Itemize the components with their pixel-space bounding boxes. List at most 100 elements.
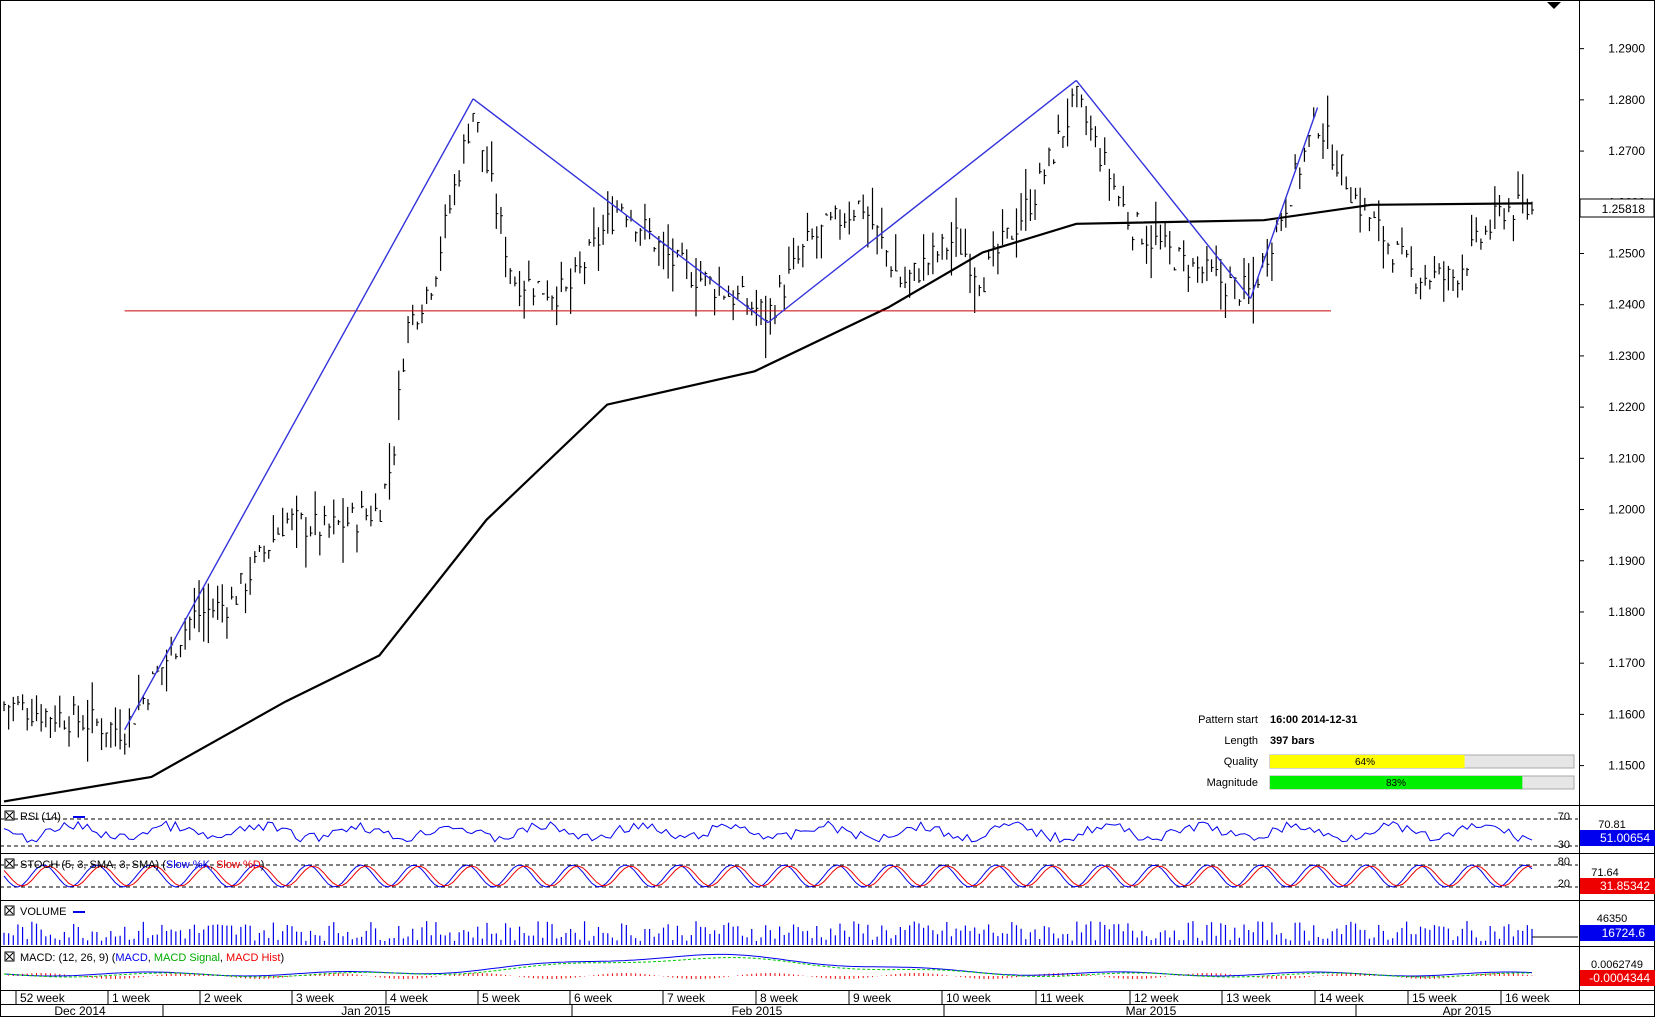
rsi-top-value: 70.81 bbox=[1598, 819, 1626, 831]
macd-signal-line bbox=[3, 956, 1533, 978]
stoch-level-80: 80 bbox=[1558, 856, 1570, 868]
week-label: 10 week bbox=[946, 991, 992, 1005]
magnitude-value: 83% bbox=[1386, 778, 1406, 789]
stoch-params: STOCH (5, 3, SMA, 3, SMA) bbox=[20, 859, 159, 871]
price-tick-label: 1.2700 bbox=[1608, 144, 1645, 158]
price-tick-label: 1.1800 bbox=[1608, 605, 1645, 619]
price-tick-label: 1.2500 bbox=[1608, 246, 1645, 260]
week-label: 16 week bbox=[1505, 991, 1551, 1005]
volume-label: VOLUME bbox=[20, 906, 66, 918]
week-label: 14 week bbox=[1319, 991, 1365, 1005]
week-label: 11 week bbox=[1040, 991, 1085, 1005]
pattern-info-box: Pattern start 16:00 2014-12-31 Length 39… bbox=[1198, 714, 1575, 790]
rsi-level-30: 30 bbox=[1558, 839, 1570, 851]
price-tick-label: 1.2000 bbox=[1608, 503, 1645, 517]
rsi-line bbox=[3, 820, 1533, 844]
rsi-label: RSI (14) bbox=[20, 811, 61, 823]
last-price-label: 1.25818 bbox=[1602, 202, 1646, 216]
volume-header: VOLUME bbox=[4, 905, 85, 918]
stoch-slow-d-label: Slow %D bbox=[216, 859, 261, 871]
macd-header: MACD: (12, 26, 9) (MACD, MACD Signal, MA… bbox=[4, 951, 284, 964]
magnitude-label: Magnitude bbox=[1207, 777, 1258, 789]
week-label: 7 week bbox=[667, 991, 706, 1005]
last-price-box bbox=[1579, 198, 1655, 218]
macd-params: MACD: (12, 26, 9) bbox=[20, 952, 109, 964]
stoch-top-value: 71.64 bbox=[1591, 867, 1619, 879]
quality-label: Quality bbox=[1224, 756, 1259, 768]
stoch-value: 31.85342 bbox=[1600, 879, 1650, 893]
week-label: 3 week bbox=[296, 991, 335, 1005]
price-tick-label: 1.1600 bbox=[1608, 707, 1645, 721]
pattern-segment bbox=[1249, 107, 1319, 299]
pattern-segment bbox=[472, 98, 769, 324]
moving-average-layer bbox=[3, 202, 1533, 803]
month-label: Feb 2015 bbox=[732, 1004, 783, 1017]
pattern-segment bbox=[767, 79, 1077, 324]
pattern-layer bbox=[124, 79, 1331, 731]
rsi-value-box bbox=[1580, 830, 1655, 846]
rsi-value: 51.00654 bbox=[1600, 831, 1650, 845]
macd-line bbox=[3, 953, 1533, 977]
macd-line-label: MACD bbox=[115, 952, 147, 964]
macd-top-value: 0.0062749 bbox=[1591, 959, 1643, 971]
moving-average-line bbox=[3, 202, 1533, 803]
month-label: Apr 2015 bbox=[1443, 1004, 1492, 1017]
length-value: 397 bars bbox=[1270, 735, 1315, 747]
length-label: Length bbox=[1224, 735, 1258, 747]
stoch-level-20: 20 bbox=[1558, 878, 1570, 890]
macd-signal-label: MACD Signal bbox=[154, 952, 220, 964]
week-label: 1 week bbox=[112, 991, 151, 1005]
price-tick-label: 1.1900 bbox=[1608, 554, 1645, 568]
quality-value: 64% bbox=[1355, 757, 1375, 768]
volume-value-box bbox=[1580, 925, 1655, 941]
price-tick-label: 1.2100 bbox=[1608, 451, 1645, 465]
week-label: 5 week bbox=[482, 991, 521, 1005]
macd-label: MACD: (12, 26, 9) (MACD, MACD Signal, MA… bbox=[20, 952, 284, 964]
price-tick-label: 1.1500 bbox=[1608, 759, 1645, 773]
price-tick-label: 1.1700 bbox=[1608, 656, 1645, 670]
price-bars-layer bbox=[3, 85, 1534, 762]
month-label: Jan 2015 bbox=[341, 1004, 391, 1017]
macd-hist-label: MACD Hist bbox=[226, 952, 280, 964]
price-axis-layer: 1.29001.28001.27001.26001.25001.24001.23… bbox=[1579, 42, 1645, 773]
price-tick-label: 1.2800 bbox=[1608, 93, 1645, 107]
month-label: Dec 2014 bbox=[54, 1004, 106, 1017]
pattern-start-label: Pattern start bbox=[1198, 714, 1258, 726]
volume-value: 16724.6 bbox=[1602, 926, 1646, 940]
week-label: 9 week bbox=[853, 991, 892, 1005]
stoch-label: STOCH (5, 3, SMA, 3, SMA) (Slow %K, Slow… bbox=[20, 859, 264, 871]
quality-bar-fill bbox=[1270, 755, 1465, 768]
pattern-start-value: 16:00 2014-12-31 bbox=[1270, 714, 1357, 726]
pattern-segment bbox=[124, 98, 474, 731]
week-label: 4 week bbox=[390, 991, 429, 1005]
magnitude-bar-fill bbox=[1270, 776, 1523, 789]
pattern-segment bbox=[1075, 79, 1252, 299]
macd-value-box bbox=[1580, 970, 1655, 986]
scroll-marker-icon[interactable] bbox=[1547, 2, 1561, 9]
stoch-slow-d-line bbox=[3, 865, 1533, 887]
stoch-close-cross bbox=[5, 859, 14, 868]
week-label: 13 week bbox=[1226, 991, 1272, 1005]
week-label: 12 week bbox=[1134, 991, 1180, 1005]
rsi-level-70: 70 bbox=[1558, 811, 1570, 823]
price-tick-label: 1.2900 bbox=[1608, 42, 1645, 56]
price-tick-label: 1.2300 bbox=[1608, 349, 1645, 363]
week-label: 6 week bbox=[574, 991, 613, 1005]
volume-top-value: 46350 bbox=[1597, 913, 1628, 925]
week-label: 8 week bbox=[760, 991, 799, 1005]
macd-value: -0.0004344 bbox=[1589, 971, 1650, 985]
stoch-value-box bbox=[1580, 878, 1655, 894]
time-axis-layer: 52 week 1 week 2 week 3 week 4 week 5 week 6 w… bbox=[15, 991, 1551, 1018]
volume-close-cross bbox=[5, 906, 14, 915]
stoch-header: STOCH (5, 3, SMA, 3, SMA) (Slow %K, Slow… bbox=[4, 858, 264, 871]
indicator-layer bbox=[0, 818, 1578, 979]
week-label: 52 week bbox=[20, 991, 66, 1005]
price-tick-label: 1.2400 bbox=[1608, 298, 1645, 312]
week-label: 15 week bbox=[1412, 991, 1458, 1005]
week-label: 2 week bbox=[204, 991, 243, 1005]
month-label: Mar 2015 bbox=[1126, 1004, 1177, 1017]
stoch-slow-k-label: Slow %K bbox=[166, 859, 211, 871]
